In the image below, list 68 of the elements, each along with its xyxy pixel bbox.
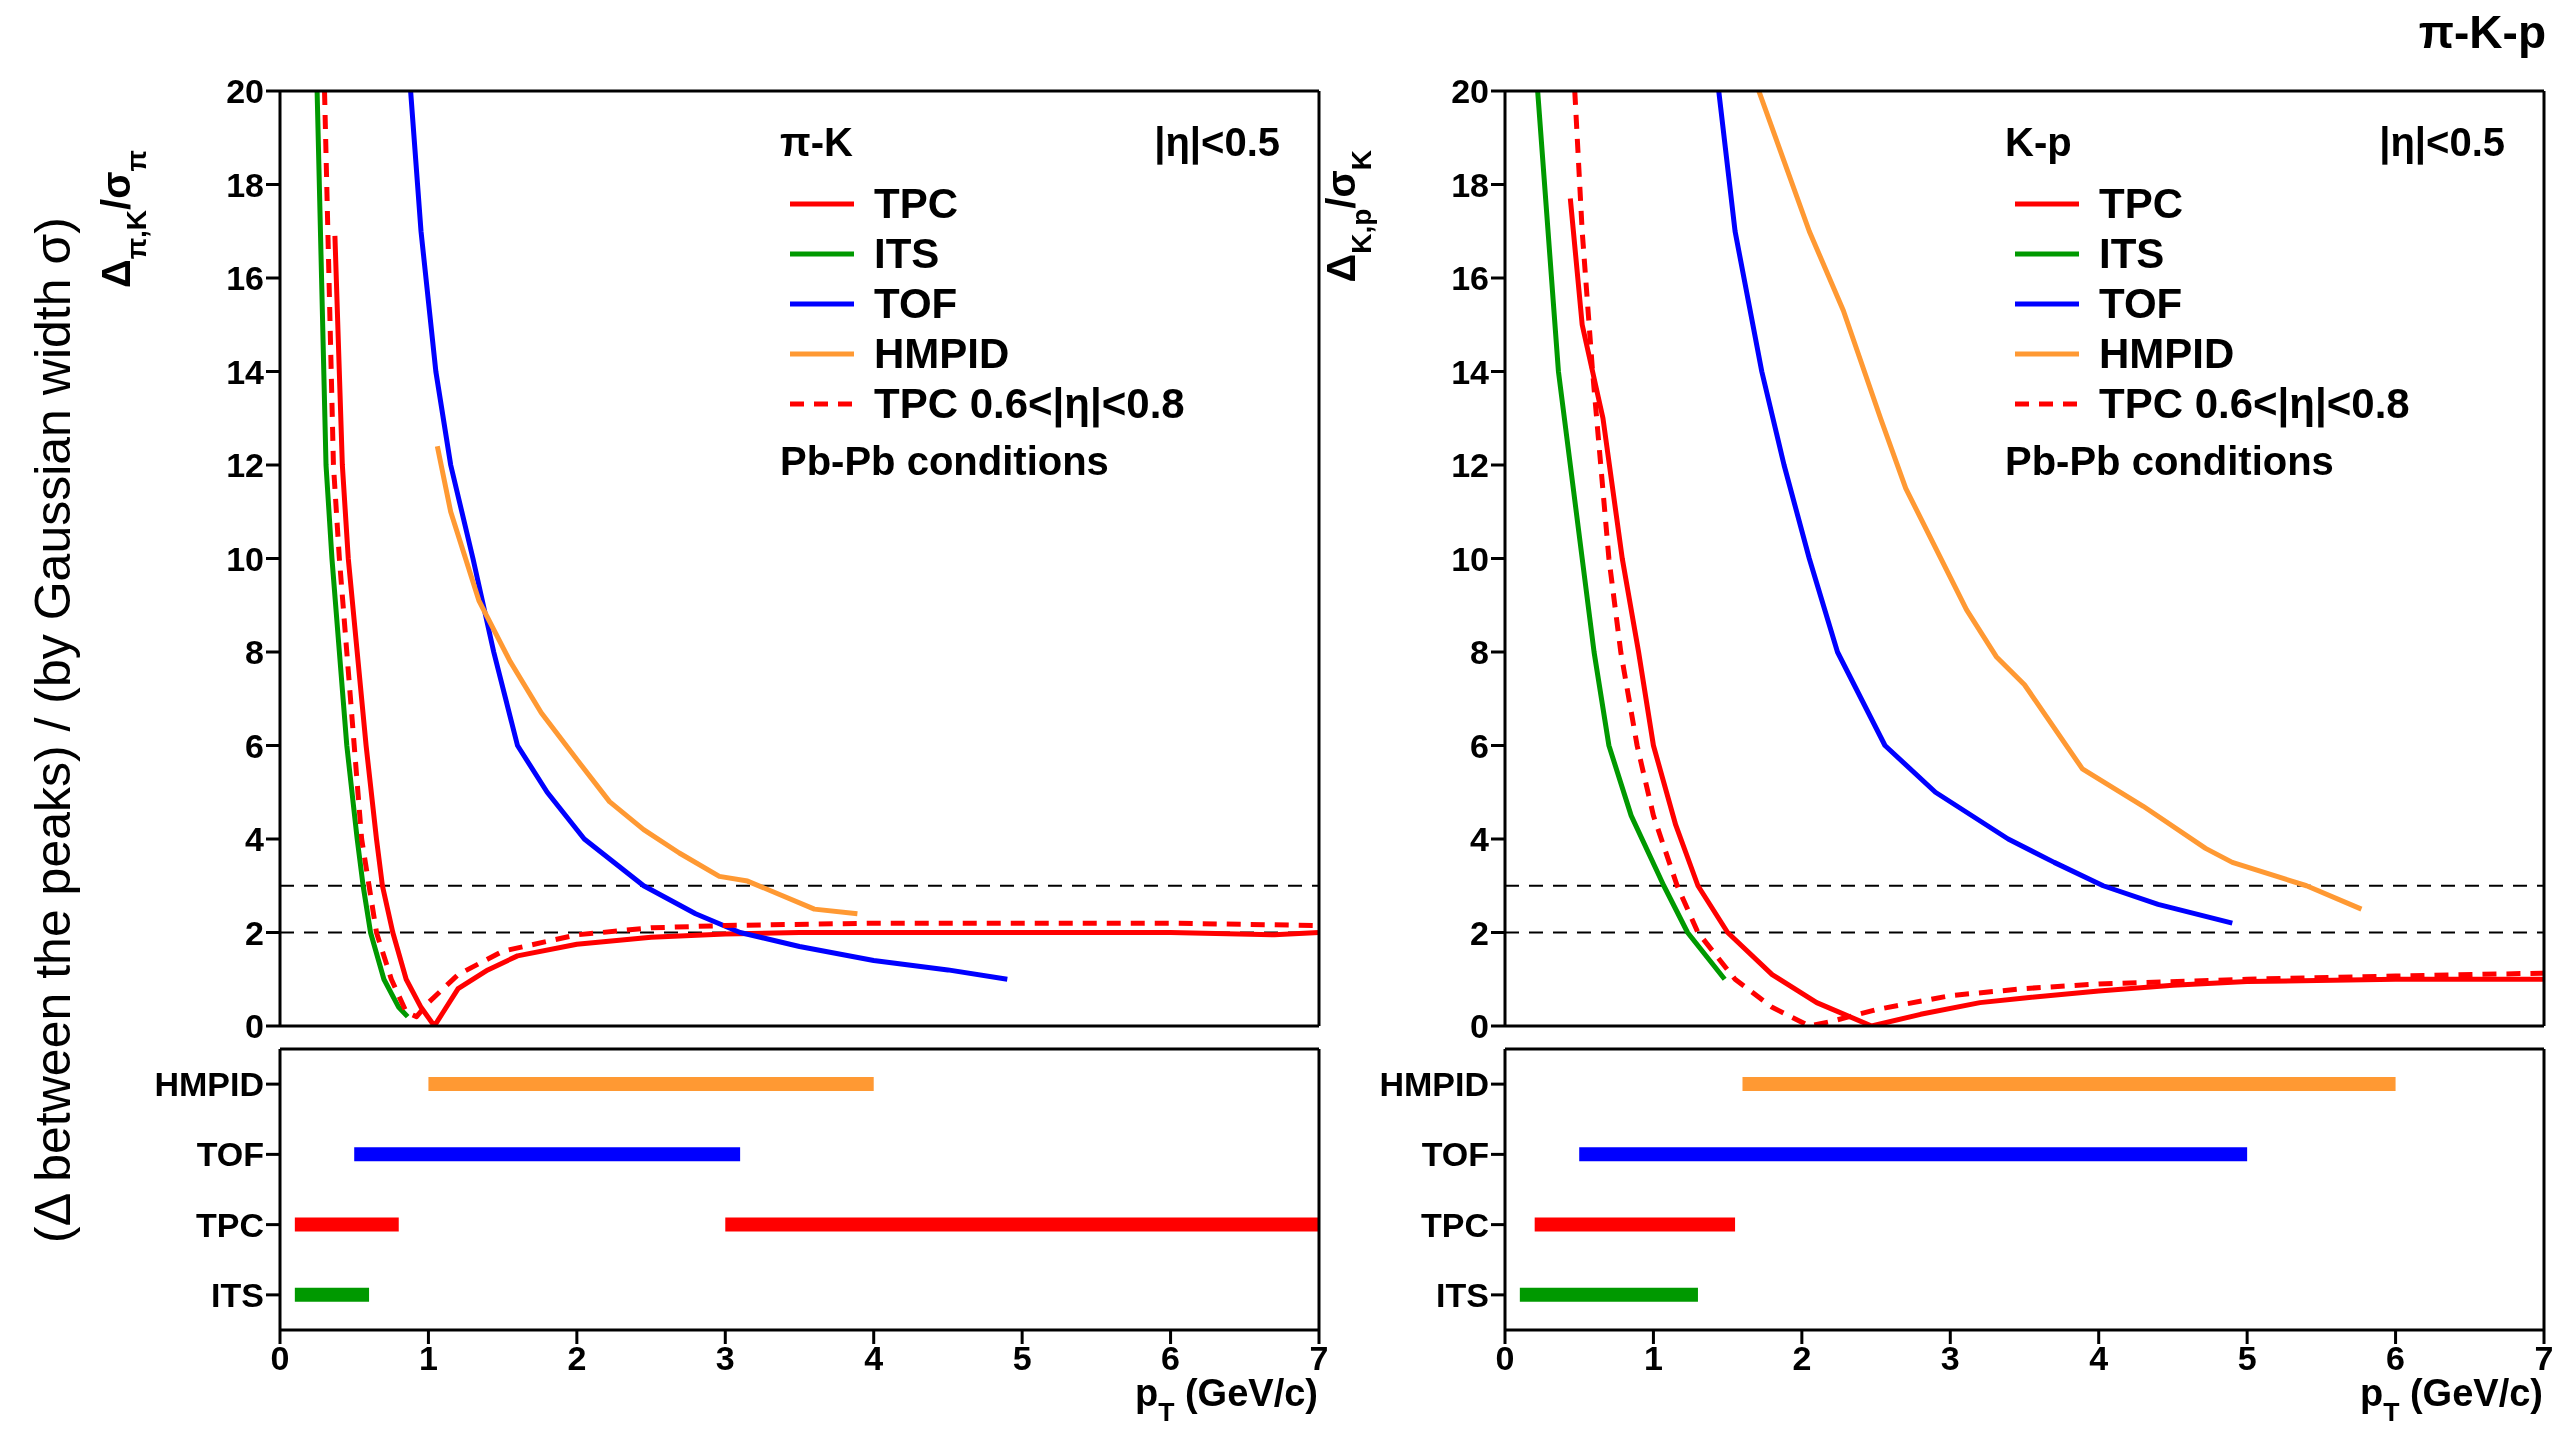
y-tick-label: ITS <box>211 1275 264 1314</box>
y-tick-label: 0 <box>245 1007 264 1046</box>
y-tick-label: 6 <box>1470 726 1489 765</box>
y-tick-label: 12 <box>226 446 264 485</box>
x-tick-label: 0 <box>270 1339 290 1378</box>
bar <box>1519 1287 1698 1302</box>
y-tick-label: 16 <box>226 259 264 298</box>
legend-label: ITS <box>874 230 940 278</box>
x-tick-label: 4 <box>2089 1339 2109 1378</box>
y-tick-label: 8 <box>1470 633 1489 672</box>
y-tick-label: TOF <box>196 1135 264 1174</box>
y-tick-label: 16 <box>1451 259 1489 298</box>
y-tick-label: TOF <box>1421 1135 1489 1174</box>
legend-label: HMPID <box>874 330 1010 378</box>
y-tick-label: HMPID <box>1379 1065 1489 1104</box>
x-tick-label: 3 <box>715 1339 735 1378</box>
x-tick-label: 2 <box>1792 1339 1812 1378</box>
x-tick-label: 0 <box>1495 1339 1515 1378</box>
y-tick-label: 2 <box>1470 913 1489 952</box>
x-tick-label: 3 <box>1940 1339 1960 1378</box>
y-tick-label: ITS <box>1436 1275 1489 1314</box>
text: (Δ between the peaks) / (by Gaussian width σ) <box>25 217 81 1243</box>
legend-label: TPC 0.6<|η|<0.8 <box>2099 380 2410 428</box>
annotation: K-p <box>2005 120 2072 165</box>
annotation: |η|<0.5 <box>2379 120 2505 165</box>
y-tick-label: 4 <box>1470 820 1490 859</box>
y-tick-label: 20 <box>226 72 264 111</box>
x-tick-label: 4 <box>864 1339 884 1378</box>
x-tick-label: 2 <box>567 1339 587 1378</box>
legend-label: HMPID <box>2099 330 2235 378</box>
annotation: π-K <box>780 120 853 165</box>
y-tick-label: 14 <box>1451 352 1490 391</box>
y-tick-label: 10 <box>226 539 264 578</box>
y-tick-label: 8 <box>245 633 264 672</box>
legend-label: TOF <box>874 280 958 328</box>
y-tick-label: TPC <box>196 1205 264 1244</box>
x-tick-label: 5 <box>2237 1339 2257 1378</box>
bar <box>1742 1077 2396 1091</box>
y-tick-label: 2 <box>245 913 264 952</box>
y-tick-label: HMPID <box>154 1065 264 1104</box>
y-tick-label: 14 <box>226 352 265 391</box>
x-tick-label: 1 <box>1643 1339 1663 1378</box>
annotation: Pb-Pb conditions <box>2005 439 2335 484</box>
bar <box>294 1287 370 1302</box>
y-tick-label: 18 <box>226 165 264 204</box>
bar <box>1579 1147 2248 1162</box>
legend-label: TPC 0.6<|η|<0.8 <box>874 380 1185 428</box>
x-tick-label: 5 <box>1012 1339 1032 1378</box>
y-tick-label: 12 <box>1451 446 1489 485</box>
y-tick-label: 18 <box>1451 165 1489 204</box>
legend-label: TOF <box>2099 280 2183 328</box>
bar <box>354 1147 741 1162</box>
bar <box>428 1077 874 1091</box>
legend-label: ITS <box>2099 230 2165 278</box>
y-tick-label: 4 <box>245 820 265 859</box>
annotation: Pb-Pb conditions <box>780 439 1110 484</box>
bar <box>1534 1217 1736 1232</box>
bar <box>725 1217 1319 1232</box>
y-tick-label: 0 <box>1470 1007 1489 1046</box>
y-tick-label: 10 <box>1451 539 1489 578</box>
legend-label: TPC <box>2099 180 2183 228</box>
y-tick-label: TPC <box>1421 1205 1489 1244</box>
x-tick-label: 1 <box>418 1339 438 1378</box>
text: π-K-p <box>2418 6 2546 58</box>
y-tick-label: 6 <box>245 726 264 765</box>
annotation: |η|<0.5 <box>1154 120 1280 165</box>
legend-label: TPC <box>874 180 958 228</box>
y-tick-label: 20 <box>1451 72 1489 111</box>
